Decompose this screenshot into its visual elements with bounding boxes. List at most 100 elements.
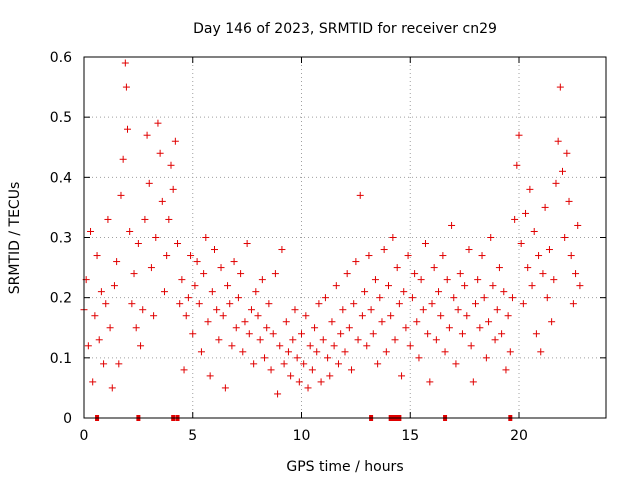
data-point [152,234,160,241]
data-point [371,276,379,284]
y-tick-label: 0.2 [50,291,72,307]
data-point [121,59,129,67]
data-point [126,227,134,235]
data-point [206,372,214,380]
data-point [489,282,497,290]
data-point [315,300,323,308]
data-point [387,312,395,320]
data-point [524,264,532,272]
data-point [576,282,584,290]
data-point [224,282,232,290]
y-tick-label: 0.6 [50,50,72,66]
data-point [561,234,569,241]
data-point [543,294,551,302]
x-axis-label: GPS time / hours [286,459,403,475]
data-point [93,252,101,260]
data-point [565,197,573,205]
data-point [226,300,234,308]
data-point [100,360,108,368]
data-point [106,324,114,332]
data-point [134,240,142,248]
y-tick-label: 0.4 [50,170,72,186]
data-point [530,227,538,235]
data-point [119,155,127,163]
data-point [515,131,523,139]
data-point [411,270,419,278]
data-point [130,270,138,278]
data-point [141,215,149,223]
data-point [278,246,286,254]
data-point [293,354,301,362]
data-point [506,348,514,356]
data-point [143,131,151,139]
data-point [461,282,469,290]
data-point [393,264,401,272]
data-point [102,300,110,308]
data-point [545,246,553,254]
data-point [465,246,473,254]
data-point [352,258,360,266]
data-point [535,252,543,260]
data-point [482,354,490,362]
data-point [567,252,575,260]
data-point [424,330,432,338]
data-point [519,300,527,308]
data-point [243,240,251,248]
data-point [217,264,225,272]
data-point [376,294,384,302]
data-point [115,360,123,368]
data-point [467,342,475,350]
data-point [417,276,425,284]
data-point [267,366,275,374]
data-point [289,336,297,344]
data-point [498,330,506,338]
x-tick-label: 0 [80,428,89,444]
data-point [208,288,216,296]
data-point [158,197,166,205]
data-point [548,318,556,326]
data-point [478,252,486,260]
data-point [539,270,547,278]
data-point [187,252,195,260]
data-point [230,258,238,266]
data-point [441,348,449,356]
data-point [117,191,125,199]
data-point [254,312,262,320]
data-point [265,300,273,308]
x-tick-label: 20 [510,428,528,444]
data-point [343,270,351,278]
y-tick-label: 0.3 [50,231,72,247]
data-point [354,336,362,344]
data-point [232,324,240,332]
data-point [452,360,460,368]
data-point [211,246,218,254]
data-point [480,294,488,302]
data-point [363,342,371,350]
data-point [317,378,325,386]
data-point [167,161,175,169]
data-point [528,282,536,290]
data-point [104,215,112,223]
grid-lines [84,57,606,418]
axis-ticks: 0 0.1 0.2 0.3 0.4 0.5 0.6 0 5 10 15 20 [50,50,606,444]
x-tick-label: 5 [188,428,197,444]
data-point [84,342,92,350]
data-point [284,348,292,356]
data-point [448,221,456,229]
data-point [382,348,390,356]
data-point [485,318,493,326]
data-point [421,240,429,248]
data-point [517,240,525,248]
data-point [559,167,566,175]
data-point [298,330,305,338]
data-point [345,324,353,332]
data-point [504,312,512,320]
data-point [228,342,236,350]
data-point [180,366,188,374]
data-point [491,336,499,344]
y-tick-label: 0.1 [50,351,72,367]
data-point [258,276,266,284]
data-point [391,336,399,344]
data-point [291,306,299,314]
data-point [326,372,334,380]
